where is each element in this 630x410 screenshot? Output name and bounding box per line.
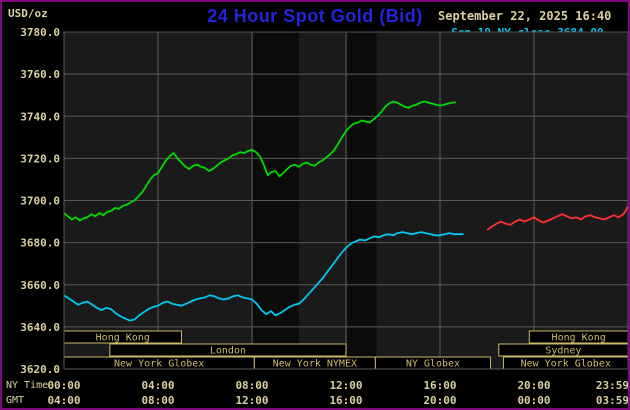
axis-label: NY Globex [406, 359, 460, 370]
axis-label: 3740.0 [20, 110, 60, 123]
session-box [109, 343, 347, 357]
axis-label: London [210, 346, 246, 357]
axis-label: 20:00 [517, 379, 550, 392]
axis-label: Hong Kong [96, 333, 150, 344]
axis-label: Hong Kong [552, 333, 606, 344]
units-label: USD/oz [8, 7, 48, 20]
axis-label: 3760.0 [20, 68, 60, 81]
axis-label: 20:00 [423, 394, 456, 407]
axis-label: 12:00 [329, 379, 362, 392]
axis-label: New York Globex [521, 359, 611, 370]
axis-label: 3680.0 [20, 237, 60, 250]
plot-border [63, 31, 628, 370]
axis-label: 23:59 [596, 379, 629, 392]
axis-label: 00:00 [517, 394, 550, 407]
axis-label: 04:00 [141, 379, 174, 392]
price-line [486, 206, 628, 231]
axis-label: 3780.0 [20, 26, 60, 39]
session-box [498, 343, 628, 357]
axis-label: 3720.0 [20, 152, 60, 165]
date-time-label: September 22, 2025 16:40 [438, 9, 612, 23]
price-line [63, 231, 464, 322]
gmt-axis-caption: GMT [6, 395, 25, 406]
axis-label: 3620.0 [20, 363, 60, 376]
axis-label: 00:00 [47, 379, 80, 392]
axis-label: 08:00 [235, 379, 268, 392]
axis-label: New York Globex [114, 359, 204, 370]
axis-label: Sydney [545, 346, 581, 357]
ny-time-axis-caption: NY Time [6, 380, 49, 391]
axis-label: 03:59 [596, 394, 629, 407]
axis-label: New York NYMEX [273, 359, 357, 370]
axis-label: 3660.0 [20, 279, 60, 292]
axis-label: 16:00 [423, 379, 456, 392]
axis-label: 3700.0 [20, 195, 60, 208]
axis-label: 08:00 [141, 394, 174, 407]
axis-label: 04:00 [47, 394, 80, 407]
axis-label: 12:00 [235, 394, 268, 407]
chart-title: 24 Hour Spot Gold (Bid) [207, 6, 423, 26]
price-line [63, 100, 456, 222]
axis-label: 3640.0 [20, 321, 60, 334]
axis-label: 16:00 [329, 394, 362, 407]
